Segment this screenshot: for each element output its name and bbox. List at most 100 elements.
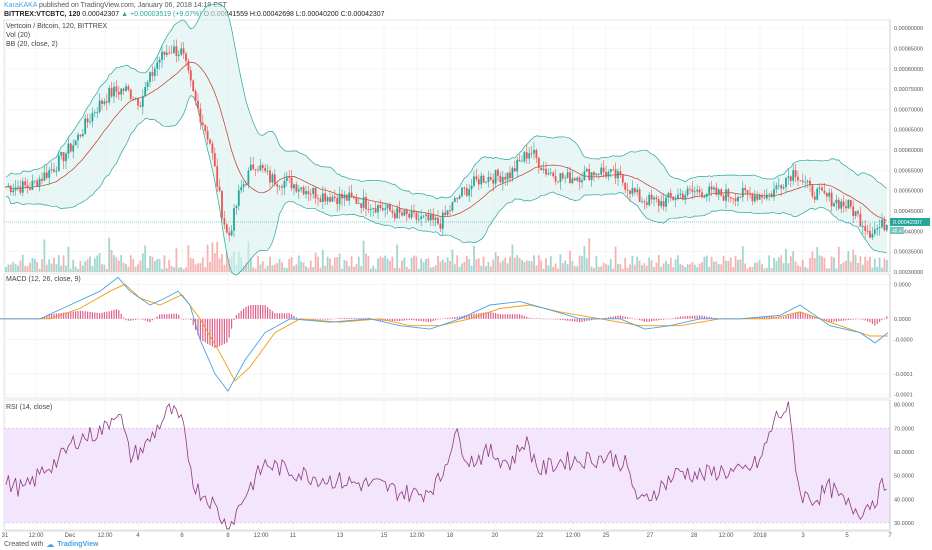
volume-bar [50,263,53,272]
candle-body [533,149,535,154]
volume-bar [489,266,492,272]
volume-bar [789,256,792,272]
macd-histogram-bar [396,318,398,322]
volume-bar [614,246,617,272]
volume-bar [254,268,257,272]
macd-tick-label: -0.0000 [894,337,913,343]
price-tick-label: 0.00035000 [894,250,923,256]
author-link[interactable]: KaraKAKA [4,2,38,9]
volume-bar [638,260,641,272]
macd-histogram-bar [701,315,703,319]
x-tick-label: 27 [647,533,654,539]
candle-body [201,122,204,125]
price-change: ▲ +0.00003519 (+9.07%) [121,11,202,18]
macd-histogram-bar [879,318,881,323]
candle-body [751,194,754,202]
candle-body [223,218,226,225]
candle-body [461,187,463,197]
volume-bar [885,259,888,272]
macd-histogram-bar [216,318,218,348]
macd-histogram-bar [869,318,871,323]
candle-body [789,176,792,181]
price-tick-label: 0.00090000 [894,26,923,32]
footer: Created with ☁ TradingView [4,540,98,549]
volume-bar [645,265,648,272]
candle-body [852,206,855,216]
candle-body [425,214,427,216]
macd-histogram-bar [708,316,710,319]
macd-histogram-bar [46,315,48,319]
macd-histogram-bar [886,316,888,319]
volume-bar [307,267,310,272]
candle-body [456,198,459,199]
volume-bar [305,266,307,272]
volume-bar [245,262,247,272]
candle-body [302,187,305,195]
last-price-tag [890,217,930,226]
macd-histogram-bar [315,318,317,320]
candle-body [494,169,497,184]
volume-bar [53,257,55,272]
volume-bar [9,264,12,272]
candle-body [204,124,207,131]
candle-body [554,176,557,182]
macd-histogram-bar [442,318,444,319]
macd-histogram-bar [847,318,849,321]
volume-bar [612,268,615,272]
candle-body [139,105,142,107]
macd-histogram-bar [576,318,578,322]
last-price: 0.00042307 [82,11,120,18]
macd-histogram-bar [761,316,763,319]
volume-bar [605,264,607,272]
tradingview-brand[interactable]: TradingView [57,541,99,548]
candle-body [12,190,15,193]
candle-body [535,149,538,158]
macd-histogram-bar [178,314,180,319]
macd-histogram-bar [797,312,799,319]
macd-histogram-bar [624,316,626,319]
volume-bar [89,256,91,272]
macd-histogram-bar [233,318,235,321]
volume-bar [806,268,809,272]
volume-bar [727,260,730,272]
candle-body [739,196,742,198]
macd-histogram-bar [533,318,535,319]
candle-body [115,86,118,92]
candle-body [369,208,372,210]
macd-histogram-bar [339,317,341,319]
volume-bar [485,266,487,272]
candle-body [720,189,723,196]
volume-bar [77,268,79,272]
macd-histogram-bar [612,316,614,319]
candle-body [775,185,778,190]
candle-body [501,177,504,183]
macd-histogram-bar [504,314,506,319]
candle-body [849,199,852,207]
volume-bar [549,256,552,272]
candle-body [638,189,641,202]
candle-body [384,208,387,210]
macd-histogram-bar [653,318,655,321]
volume-bar [125,263,127,272]
candle-body [696,189,699,192]
candle-body [290,177,293,189]
volume-bar [547,265,550,272]
macd-histogram-bar [871,318,873,324]
candle-body [684,195,687,200]
macd-histogram-bar [691,315,693,319]
volume-bar [650,260,653,272]
volume-bar [693,264,696,272]
candle-body [492,179,495,184]
candle-body [619,171,622,175]
volume-bar [374,268,377,272]
volume-bar [353,266,355,272]
volume-bar [516,255,519,272]
macd-histogram-bar [187,318,189,320]
candle-body [864,226,867,231]
x-tick-label: 2018 [753,533,767,539]
candle-body [883,219,886,231]
macd-histogram-bar [151,318,153,321]
macd-histogram-bar [790,314,792,319]
volume-bar [569,250,571,272]
